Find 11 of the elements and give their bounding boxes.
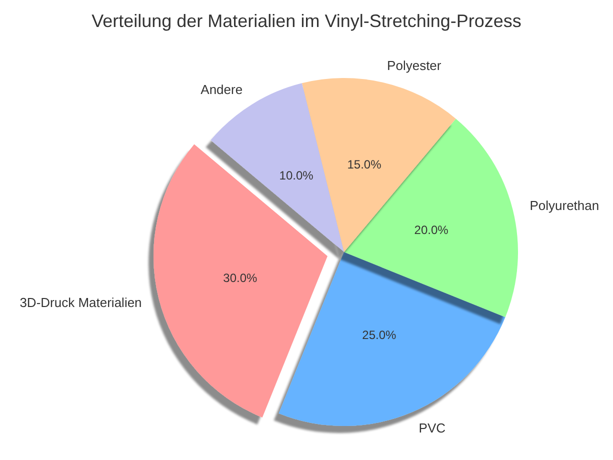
data-label: 10.0% bbox=[279, 168, 314, 183]
data-label: 15.0% bbox=[347, 157, 382, 172]
data-label: 25.0% bbox=[362, 328, 397, 342]
slice-label: 3D-Druck Materialien bbox=[20, 294, 142, 310]
slice-label: Polyester bbox=[387, 58, 442, 74]
slice-label: PVC bbox=[418, 420, 446, 436]
slice-label: Polyurethan bbox=[530, 198, 600, 214]
data-label: 30.0% bbox=[223, 270, 258, 285]
chart-title: Verteilung der Materialien im Vinyl-Stretching-Prozess bbox=[92, 11, 522, 31]
data-label: 20.0% bbox=[414, 223, 449, 238]
slice-label: Andere bbox=[200, 82, 243, 98]
